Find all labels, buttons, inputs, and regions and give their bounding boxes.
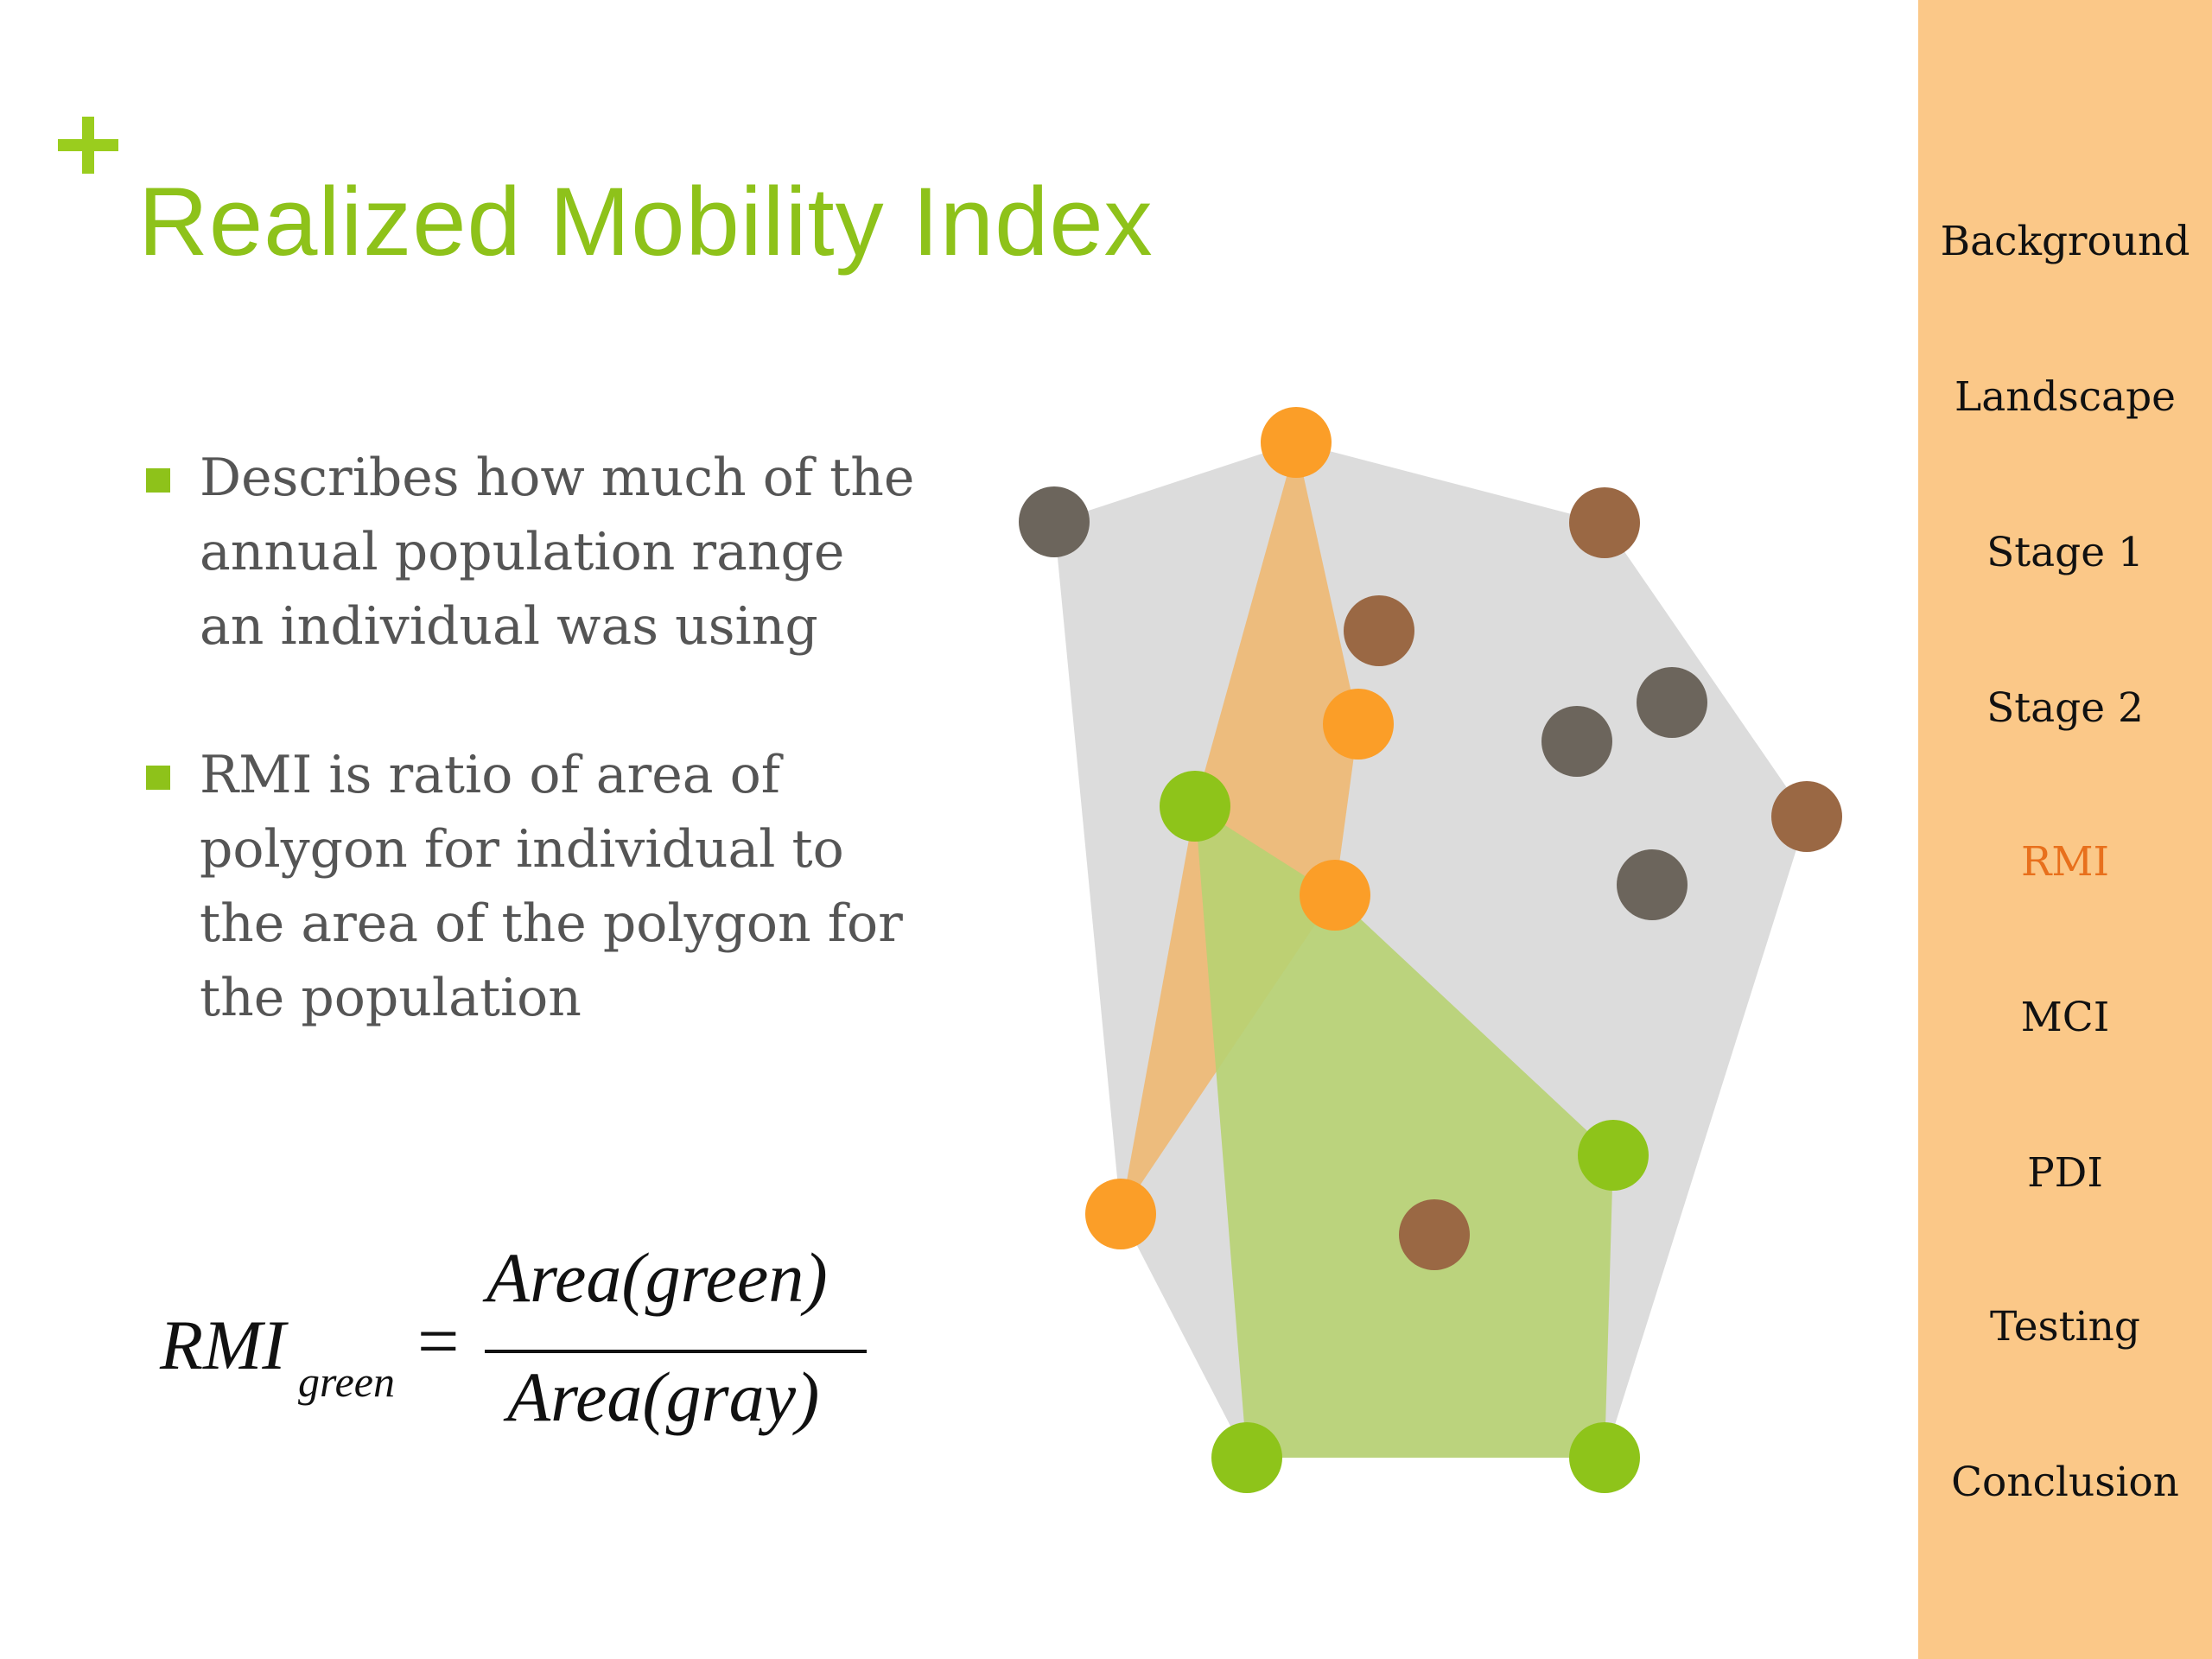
formula-denominator: Area(gray) (507, 1357, 820, 1436)
sidebar-item-rmi[interactable]: RMI (2020, 838, 2110, 886)
sidebar-item-landscape[interactable]: Landscape (1955, 373, 2176, 421)
sidebar-item-mci[interactable]: MCI (2020, 994, 2110, 1041)
point-green (1578, 1120, 1649, 1191)
point-orange (1323, 689, 1394, 760)
sidebar-item-conclusion[interactable]: Conclusion (1951, 1459, 2179, 1506)
bullet-text: Describes how much of the annual populat… (200, 448, 915, 657)
point-brown (1569, 487, 1640, 558)
formula-subscript: green (298, 1357, 395, 1406)
square-bullet-icon (146, 766, 170, 790)
bullet-item: RMI is ratio of area of polygon for indi… (143, 738, 920, 1035)
point-gray (1541, 706, 1612, 777)
sidebar-item-pdi[interactable]: PDI (2027, 1149, 2103, 1197)
point-brown (1771, 781, 1842, 852)
formula-lhs: RMI (160, 1306, 286, 1384)
individual-orange-polygon (1121, 442, 1358, 1214)
point-gray (1637, 667, 1707, 738)
sidebar-item-testing[interactable]: Testing (1990, 1303, 2140, 1351)
point-orange (1300, 860, 1370, 931)
formula-numerator: Area(green) (486, 1238, 828, 1317)
point-green (1160, 771, 1230, 842)
sidebar-item-stage-2[interactable]: Stage 2 (1986, 684, 2144, 732)
point-orange (1085, 1179, 1156, 1249)
point-green (1211, 1422, 1282, 1493)
sidebar-item-background[interactable]: Background (1940, 218, 2190, 265)
point-brown (1399, 1199, 1470, 1270)
plus-icon (54, 112, 123, 181)
point-green (1569, 1422, 1640, 1493)
slide-title: Realized Mobility Index (138, 168, 1154, 276)
bullet-list: Describes how much of the annual populat… (143, 441, 920, 1109)
polygon-diagram (1019, 407, 1842, 1493)
square-bullet-icon (146, 468, 170, 493)
formula-equals: = (417, 1300, 460, 1382)
point-brown (1344, 595, 1414, 666)
bullet-item: Describes how much of the annual populat… (143, 441, 920, 664)
bullet-text: RMI is ratio of area of polygon for indi… (200, 745, 903, 1028)
sidebar-item-stage-1[interactable]: Stage 1 (1986, 529, 2144, 576)
point-gray (1019, 486, 1090, 557)
sidebar-nav: Background Landscape Stage 1 Stage 2 RMI… (1918, 0, 2212, 1659)
rmi-formula: RMI green = Area(green) Area(gray) (160, 1238, 920, 1460)
individual-green-polygon (1195, 806, 1613, 1458)
point-gray (1617, 849, 1688, 920)
fraction-bar (485, 1350, 867, 1353)
point-orange (1261, 407, 1332, 478)
